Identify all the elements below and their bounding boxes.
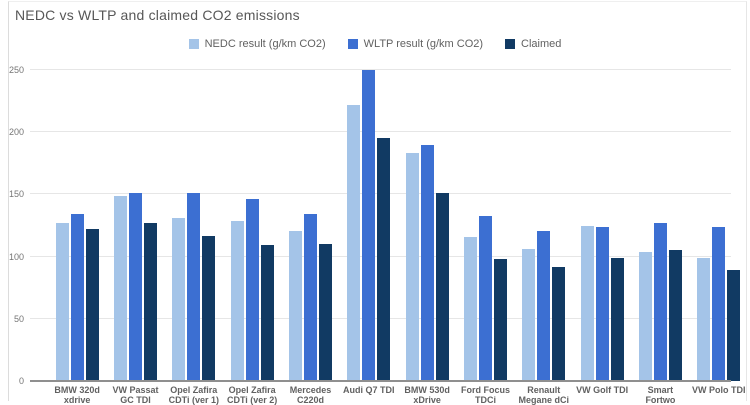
bar-group: Ford Focus TDCi	[456, 70, 514, 405]
legend-swatch-nedc	[188, 39, 199, 49]
bar-claimed	[143, 223, 157, 381]
bar-claimed	[727, 270, 741, 381]
bar-group: Audi Q7 TDI	[340, 70, 398, 395]
bar-nedc	[580, 225, 594, 381]
x-axis-category-line: Opel Zafira	[228, 385, 276, 395]
bar-wltp	[128, 193, 142, 381]
legend-item-nedc: NEDC result (g/km CO2)	[188, 38, 326, 50]
bar-wltp	[537, 230, 551, 381]
bar-nedc	[697, 257, 711, 381]
x-axis-category-label: Audi Q7 TDI	[314, 385, 424, 395]
bar-group: Smart Fortwo	[631, 70, 689, 405]
bar-nedc	[288, 230, 302, 381]
bar-nedc	[638, 251, 652, 381]
legend-label: Claimed	[521, 38, 562, 50]
legend-item-claimed: Claimed	[505, 38, 561, 50]
x-axis-category-line: BMW 320d	[54, 385, 100, 395]
bar-wltp	[303, 214, 317, 381]
bar-wltp	[712, 226, 726, 381]
bar-wltp	[362, 70, 376, 381]
y-axis-tick-label: 100	[8, 251, 24, 262]
bar-claimed	[377, 138, 391, 381]
bar-wltp	[245, 199, 259, 381]
bar-group: Mercedes C220d	[281, 70, 339, 405]
bar-claimed	[493, 259, 507, 381]
legend-swatch-wltp	[347, 39, 358, 49]
bar-nedc	[347, 104, 361, 381]
x-axis-category-line: Audi Q7 TDI	[343, 385, 395, 395]
bar-group: VW Passat GC TDI	[106, 70, 164, 405]
bar-group: VW Polo TDI	[690, 70, 748, 395]
y-axis-tick-label: 250	[8, 65, 24, 75]
bar-claimed	[668, 250, 682, 381]
x-axis-category-line: Ford Focus	[460, 385, 510, 395]
y-axis-tick-label: 50	[13, 313, 24, 324]
plot-area: BMW 320d xdrive VW Passat GC TDI Opel Zafira…	[30, 69, 746, 405]
bar-nedc	[172, 218, 186, 381]
bar-claimed	[552, 266, 566, 381]
y-gridline	[30, 131, 731, 133]
bar-wltp	[595, 226, 609, 381]
bar-claimed	[260, 245, 274, 381]
y-axis-tick-label: 150	[8, 189, 24, 200]
bar-claimed	[85, 229, 99, 381]
x-axis-category-line: Smart	[647, 385, 674, 395]
bar-wltp	[70, 214, 84, 381]
y-axis-tick-label: 200	[8, 127, 24, 138]
x-axis-category-line: Megane dCi	[518, 395, 570, 405]
bar-group: VW Golf TDI	[573, 70, 631, 395]
bar-claimed	[610, 257, 624, 381]
bar-group: Opel Zafira CDTi (ver 2)	[223, 70, 281, 405]
x-axis-category-line: VW Polo TDI	[692, 385, 746, 395]
x-axis-category-line: VW Passat	[112, 385, 159, 395]
y-axis-tick-label: 0	[18, 376, 24, 386]
bar-claimed	[202, 235, 216, 381]
x-axis-category-line: BMW 530d	[404, 385, 450, 395]
legend-label: NEDC result (g/km CO2)	[204, 38, 326, 50]
legend-label: WLTP result (g/km CO2)	[363, 38, 484, 50]
bar-claimed	[435, 193, 449, 381]
x-axis-category-line: Mercedes	[289, 385, 332, 395]
x-axis-category-line: C220d	[296, 395, 324, 405]
legend-swatch-claimed	[505, 39, 516, 49]
bar-nedc	[230, 220, 244, 381]
chart-title: NEDC vs WLTP and claimed CO2 emissions	[15, 7, 300, 23]
x-axis-category-line: Renault	[527, 385, 561, 395]
legend-item-wltp: WLTP result (g/km CO2)	[347, 38, 484, 50]
bar-wltp	[653, 223, 667, 381]
x-axis-category-label: VW Golf TDI	[547, 385, 657, 395]
bar-groups: BMW 320d xdrive VW Passat GC TDI Opel Zafira…	[48, 70, 748, 405]
bar-group: BMW 320d xdrive	[48, 70, 106, 405]
bar-group: BMW 530d xDrive	[398, 70, 456, 405]
x-axis-category-label: VW Polo TDI	[664, 385, 750, 395]
bar-nedc	[463, 236, 477, 381]
bar-nedc	[113, 195, 127, 381]
x-axis-category-line: Fortwo	[645, 395, 676, 405]
x-axis-category-line: Opel Zafira	[170, 385, 218, 395]
bar-nedc	[55, 223, 69, 381]
bar-nedc	[522, 249, 536, 381]
chart-legend: NEDC result (g/km CO2) WLTP result (g/km …	[0, 37, 750, 51]
bar-group: Renault Megane dCi	[515, 70, 573, 405]
x-axis-category-line: VW Golf TDI	[576, 385, 629, 395]
bar-wltp	[420, 144, 434, 381]
bar-wltp	[187, 193, 201, 381]
y-gridline	[30, 69, 731, 70]
bar-wltp	[478, 215, 492, 381]
x-axis-line	[30, 380, 731, 382]
bar-nedc	[405, 153, 419, 381]
bar-claimed	[318, 244, 332, 381]
bar-group: Opel Zafira CDTi (ver 1)	[165, 70, 223, 405]
